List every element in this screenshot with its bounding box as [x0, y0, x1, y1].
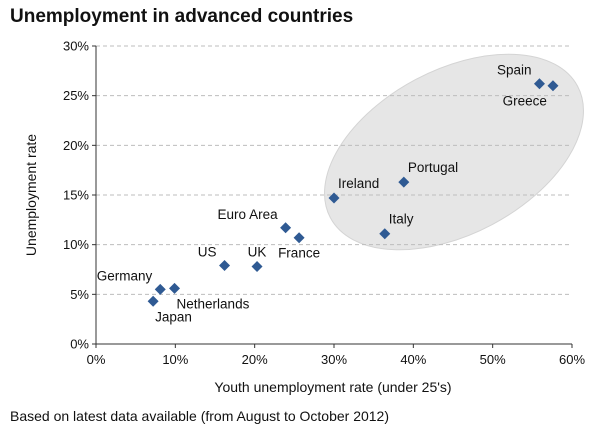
point-label-netherlands: Netherlands [177, 296, 250, 311]
y-tick-label: 0% [70, 337, 89, 352]
point-france [293, 232, 305, 244]
point-label-italy: Italy [389, 212, 414, 227]
point-label-spain: Spain [497, 63, 532, 78]
point-italy [379, 228, 391, 240]
point-label-portugal: Portugal [408, 160, 458, 175]
chart-footnote: Based on latest data available (from Aug… [10, 408, 390, 424]
highlight-ellipse [324, 53, 584, 251]
point-label-euro-area: Euro Area [218, 207, 279, 222]
x-tick-label: 30% [321, 352, 347, 367]
point-portugal [398, 176, 410, 188]
point-label-germany: Germany [97, 268, 153, 283]
x-tick-label: 0% [87, 352, 106, 367]
point-germany [154, 283, 166, 295]
point-greece [547, 80, 559, 92]
x-tick-label: 20% [242, 352, 268, 367]
point-us [219, 260, 231, 272]
point-euro-area [280, 222, 292, 234]
point-label-greece: Greece [503, 94, 547, 109]
point-label-us: US [198, 245, 217, 260]
point-ireland [328, 192, 340, 204]
point-label-uk: UK [248, 245, 267, 260]
chart-title: Unemployment in advanced countries [10, 6, 354, 27]
x-tick-label: 50% [480, 352, 506, 367]
y-tick-label: 10% [63, 237, 89, 252]
x-axis-title: Youth unemployment rate (under 25's) [214, 379, 451, 395]
point-spain [533, 78, 545, 90]
point-label-japan: Japan [155, 309, 192, 324]
y-tick-label: 5% [70, 287, 89, 302]
point-japan [147, 295, 159, 307]
x-tick-label: 60% [559, 352, 585, 367]
point-netherlands [169, 282, 181, 294]
point-label-ireland: Ireland [338, 176, 379, 191]
y-tick-label: 30% [63, 39, 89, 54]
x-tick-label: 10% [162, 352, 188, 367]
x-tick-label: 40% [400, 352, 426, 367]
y-tick-label: 20% [63, 138, 89, 153]
y-tick-label: 15% [63, 188, 89, 203]
y-axis-title: Unemployment rate [23, 134, 39, 256]
point-uk [251, 261, 263, 273]
point-label-france: France [278, 246, 320, 261]
y-tick-label: 25% [63, 88, 89, 103]
